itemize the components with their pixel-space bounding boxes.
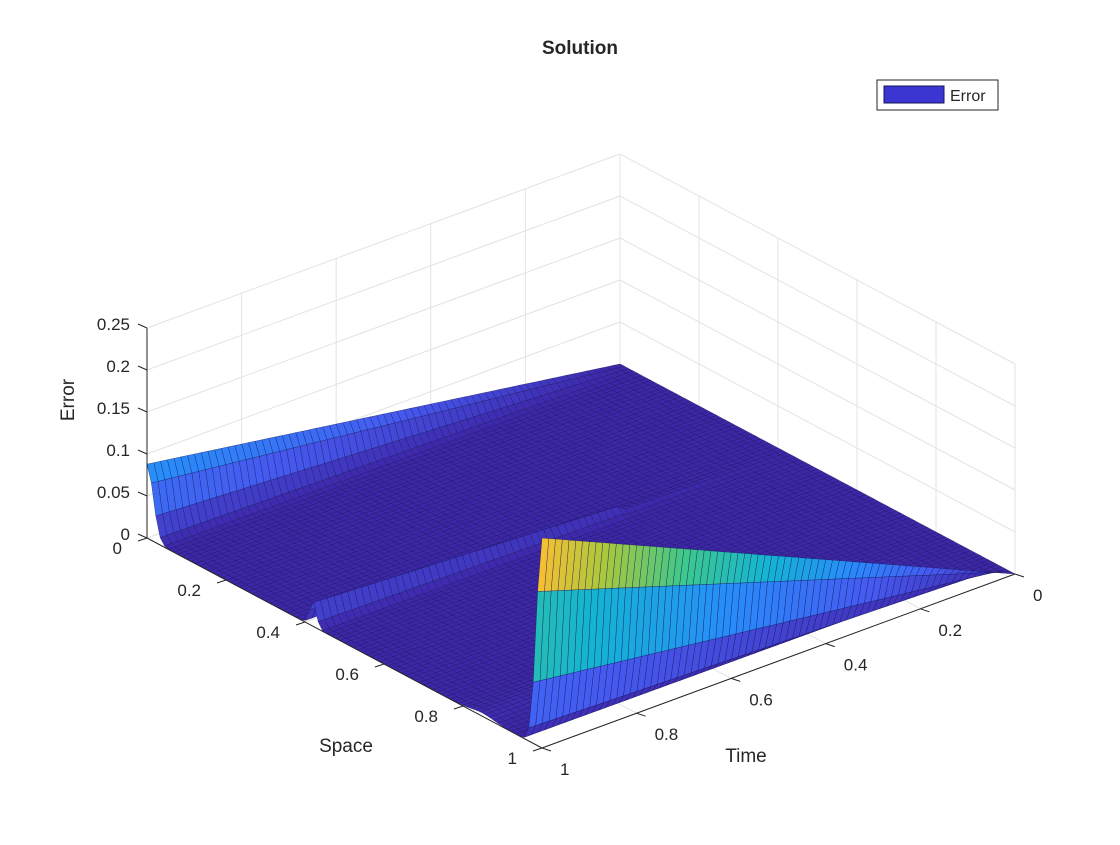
grid-line (147, 154, 620, 328)
grid-line (620, 196, 1015, 406)
grid-line (620, 154, 1015, 364)
surface-layer (147, 364, 1015, 737)
grid-line (147, 196, 620, 370)
